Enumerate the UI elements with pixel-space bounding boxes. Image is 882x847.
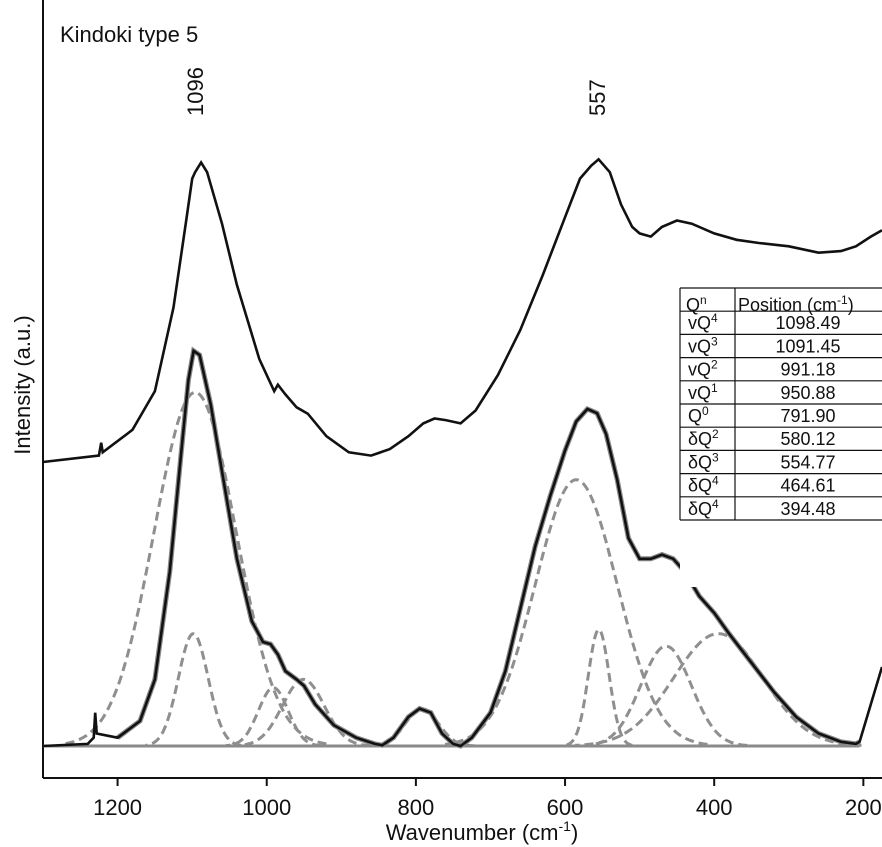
table-cell-qn: vQ1 (688, 381, 718, 403)
fitted-component-curve (145, 632, 242, 747)
table-grid (679, 287, 882, 521)
table-cell-qn-sup: 4 (712, 497, 719, 511)
table-cell-position: 580.12 (780, 429, 835, 449)
table-header-q-sup: n (700, 293, 707, 307)
y-axis-label: Intensity (a.u.) (10, 315, 35, 454)
table-cell-qn-sup: 4 (711, 311, 718, 325)
table-background (680, 288, 882, 587)
table-cell-position: 991.18 (780, 360, 835, 380)
fitted-component-curve (444, 478, 708, 746)
table-cell-qn-text: vQ (688, 360, 711, 380)
x-tick-label: 1000 (242, 795, 291, 820)
table-header-position: Position (cm-1) (738, 293, 854, 315)
table-cell-qn-text: vQ (688, 383, 711, 403)
table-header-q: Qn (686, 293, 707, 315)
table-header-position-text: Position (cm (738, 295, 837, 315)
table-cell-position: 791.90 (780, 406, 835, 426)
table-cell-qn-sup: 2 (711, 358, 718, 372)
table-cell-qn: Q0 (688, 404, 709, 426)
table-cell-position: 554.77 (780, 452, 835, 472)
x-axis-label: Wavenumber (cm-1) (386, 818, 579, 845)
x-axis-label-suffix: ) (571, 820, 578, 845)
table-header-position-close: ) (848, 295, 854, 315)
table-cell-qn: δQ2 (688, 427, 719, 449)
table-cell-qn-text: vQ (688, 313, 711, 333)
table-cell-position: 394.48 (780, 499, 835, 519)
table-cell-position: 1098.49 (775, 313, 840, 333)
table-cell-qn: vQ3 (688, 334, 718, 356)
table-cell-qn: vQ4 (688, 311, 718, 333)
table-cell-qn-sup: 1 (711, 381, 718, 395)
x-tick-label: 200 (845, 795, 882, 820)
table-cell-position: 1091.45 (775, 336, 840, 356)
table-cell-qn-text: vQ (688, 336, 711, 356)
x-tick-label: 1200 (93, 795, 142, 820)
fitted-component-curve (225, 686, 322, 748)
table-cell-qn-text: δQ (688, 499, 712, 519)
peak-labels: 1096 557 (183, 67, 610, 116)
table-cell-qn-sup: 4 (712, 474, 719, 488)
table-cell-qn-text: δQ (688, 429, 712, 449)
x-axis-label-exponent: -1 (559, 818, 572, 834)
x-tick-label: 600 (547, 795, 584, 820)
table-cell-qn: δQ3 (688, 450, 719, 472)
x-axis-label-text: Wavenumber (cm (386, 820, 559, 845)
table-cell-qn-text: Q (688, 406, 702, 426)
table-header-position-sup: -1 (837, 293, 848, 307)
table-cell-qn-text: δQ (688, 476, 712, 496)
table-cell-qn-sup: 3 (712, 450, 719, 464)
table-cell-qn: vQ2 (688, 358, 718, 380)
table-header-q-text: Q (686, 295, 700, 315)
fitted-component-curve (575, 632, 862, 747)
table-cell-qn-text: δQ (688, 452, 712, 472)
table-cell-qn-sup: 2 (712, 427, 719, 441)
chart-title: Kindoki type 5 (60, 22, 198, 47)
table-cell-qn-sup: 0 (702, 404, 709, 418)
table-cell-qn-sup: 3 (711, 334, 718, 348)
table-cell-qn: δQ4 (688, 474, 719, 496)
top-spectrum-line (42, 157, 882, 464)
bottom-spectrum-line (42, 348, 882, 748)
table-cell-position: 464.61 (780, 476, 835, 496)
x-tick-label: 800 (398, 795, 435, 820)
fitted-component-curve (586, 644, 748, 747)
peak-label: 557 (585, 79, 610, 116)
fitted-component-curve (237, 677, 371, 748)
table-cell-position: 950.88 (780, 383, 835, 403)
fitted-component-curve (566, 628, 633, 747)
fitted-component-curve (63, 390, 327, 746)
table-cell-qn: δQ4 (688, 497, 719, 519)
peak-label: 1096 (183, 67, 208, 116)
x-tick-label: 400 (696, 795, 733, 820)
x-axis-ticks: 1200 1000 800 600 400 200 (93, 778, 882, 820)
